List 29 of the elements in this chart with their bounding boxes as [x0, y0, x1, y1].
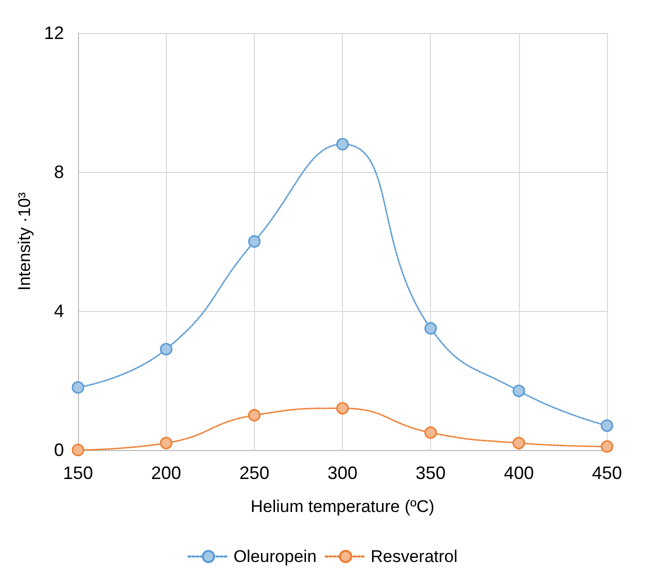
point [248, 409, 261, 422]
point [160, 342, 172, 356]
x-tick-label: 150 [62, 463, 94, 483]
y-tick-label: 12 [44, 23, 64, 43]
point [512, 436, 526, 450]
point [600, 419, 614, 432]
x-tick-label: 400 [504, 463, 534, 483]
point [424, 322, 437, 335]
point [72, 444, 84, 456]
point [424, 426, 437, 439]
x-tick-label: 450 [592, 463, 622, 483]
point [160, 436, 172, 450]
x-tick-label: 350 [416, 463, 446, 483]
legend-label: Resveratrol [370, 547, 458, 566]
x-tick-label: 300 [327, 463, 358, 483]
x-tick-label: 250 [239, 463, 270, 483]
point [600, 440, 614, 453]
point [72, 381, 84, 394]
legend-label: Oleuropein [233, 547, 317, 566]
y-tick-label: 0 [54, 440, 64, 460]
point [512, 384, 526, 398]
y-tick-label: 8 [54, 162, 64, 182]
x-axis-title: Helium temperature (ºC) [250, 497, 434, 516]
y-axis-title: Intensity ·10³ [15, 192, 34, 291]
y-tick-label: 4 [54, 301, 64, 321]
point [336, 402, 349, 415]
x-tick-label: 200 [151, 463, 182, 483]
point [336, 138, 349, 150]
point [248, 235, 261, 248]
